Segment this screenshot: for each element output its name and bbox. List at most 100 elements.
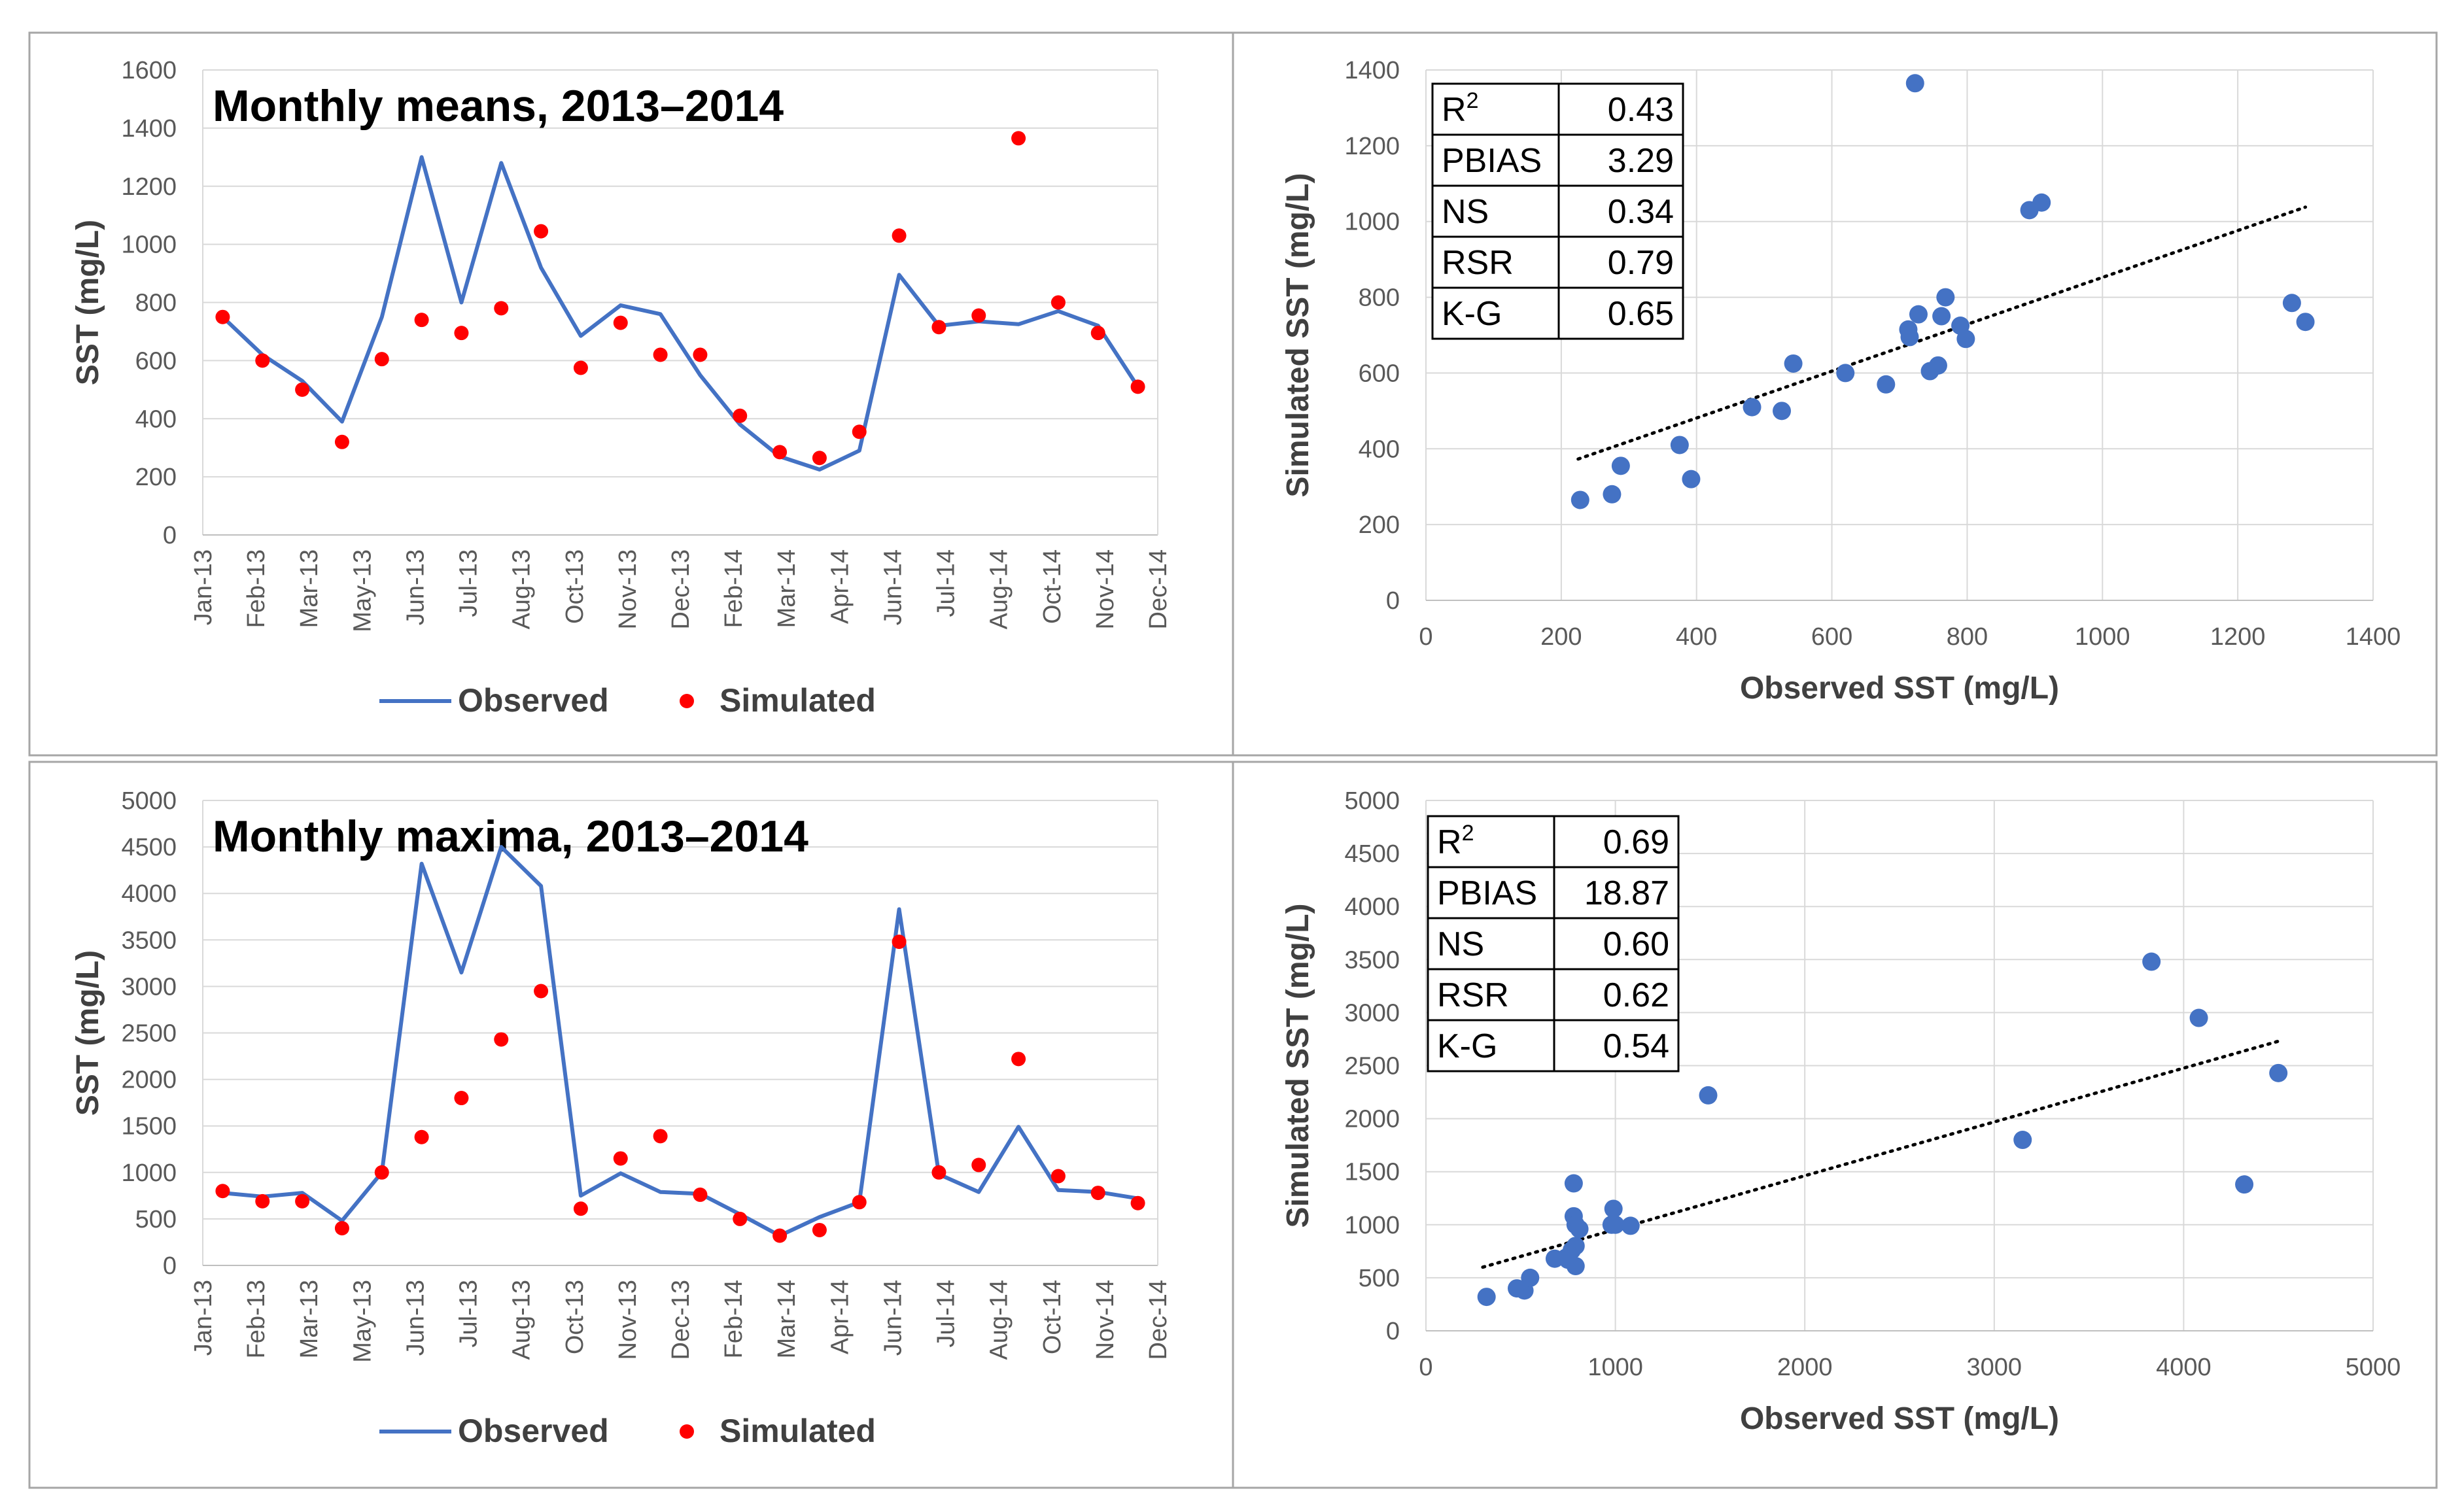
simulated-point: [534, 984, 549, 999]
y-tick-label: 0: [1386, 1318, 1400, 1345]
stat-value: 0.60: [1603, 925, 1669, 963]
simulated-point: [733, 1211, 748, 1226]
chart-monthly-maxima-timeseries: 0 500 1000 1500 2000 2500 3000 3500 4000 4500 5000…: [71, 787, 1172, 1449]
simulated-point: [454, 326, 469, 341]
stat-label: NS: [1442, 193, 1489, 231]
legend-simulated-marker: [680, 694, 694, 708]
y-axis-title: Simulated SST (mg/L): [1281, 173, 1315, 497]
legend-observed-label: Observed: [458, 1413, 609, 1449]
stat-value: 0.69: [1603, 823, 1669, 861]
x-tick-label: Jul-14: [933, 549, 960, 617]
simulated-point: [653, 347, 668, 362]
y-tick-label: 1500: [1344, 1159, 1400, 1186]
y-tick-label: 400: [1359, 436, 1400, 463]
simulated-point: [374, 352, 389, 367]
stat-label: K-G: [1437, 1027, 1497, 1065]
x-axis-title: Observed SST (mg/L): [1740, 1401, 2059, 1436]
trendline: [1481, 1039, 2280, 1269]
y-tick-label: 600: [135, 347, 177, 375]
stat-label: NS: [1437, 925, 1484, 963]
simulated-point: [772, 1228, 788, 1243]
y-tick-label: 2000: [121, 1067, 177, 1094]
scatter-point: [2189, 1008, 2208, 1027]
stat-value: 0.34: [1608, 193, 1674, 231]
scatter-point: [1699, 1086, 1718, 1105]
legend-simulated-marker: [680, 1424, 694, 1439]
stat-label: RSR: [1442, 244, 1514, 282]
y-tick-label: 3500: [1344, 946, 1400, 974]
simulated-point: [573, 360, 588, 375]
y-axis-title: Simulated SST (mg/L): [1281, 903, 1315, 1227]
x-tick-label: May-13: [349, 1280, 376, 1363]
simulated-point: [573, 1201, 588, 1216]
simulated-point: [613, 1151, 628, 1166]
y-tick-label: 500: [1359, 1265, 1400, 1292]
x-tick-label: Apr-14: [826, 549, 854, 624]
y-tick-label: 800: [1359, 284, 1400, 312]
simulated-point: [772, 445, 788, 460]
chart-title: Monthly means, 2013–2014: [213, 81, 784, 131]
x-tick-label: Dec-14: [1145, 1280, 1172, 1360]
stat-value: 0.79: [1608, 244, 1674, 282]
x-tick-label: Oct-13: [561, 1280, 589, 1354]
y-tick-label: 600: [1359, 360, 1400, 387]
scatter-point: [2032, 193, 2051, 212]
y-tick-label: 1500: [121, 1113, 177, 1141]
y-tick-label: 2500: [121, 1020, 177, 1048]
simulated-point: [255, 1193, 270, 1209]
y-tick-label: 3500: [121, 927, 177, 954]
simulated-point: [931, 1165, 946, 1180]
x-tick-label: Jul-13: [455, 1280, 483, 1348]
simulated-point: [1011, 131, 1026, 146]
y-tick-label: 400: [135, 405, 177, 433]
simulated-point: [295, 1193, 310, 1209]
y-tick-label: 1000: [121, 1159, 177, 1187]
scatter-point: [1932, 307, 1951, 326]
scatter-point: [1559, 1250, 1578, 1269]
scatter-point: [1836, 364, 1855, 383]
scatter-point: [2013, 1131, 2032, 1150]
x-tick-label: Feb-13: [243, 1280, 270, 1358]
x-tick-label: Jun-13: [402, 1280, 429, 1356]
simulated-point: [414, 313, 429, 328]
simulated-point: [1130, 379, 1145, 394]
scatter-point: [1682, 470, 1701, 489]
y-tick-label: 0: [163, 522, 177, 549]
x-tick-label: Feb-14: [720, 549, 748, 628]
simulated-point: [494, 1032, 509, 1047]
stat-label: PBIAS: [1442, 142, 1542, 180]
panel-border-top-right: [1232, 31, 2438, 757]
x-tick-label: Jan-13: [190, 549, 217, 625]
simulated-point: [892, 228, 907, 243]
y-tick-label: 800: [135, 290, 177, 317]
x-tick-label: Oct-14: [1039, 1280, 1066, 1354]
simulated-point: [653, 1129, 668, 1144]
stat-label: K-G: [1442, 295, 1502, 333]
x-tick-label: Jun-14: [879, 549, 907, 625]
y-tick-label: 200: [135, 464, 177, 491]
y-axis-title: SST (mg/L): [71, 950, 105, 1116]
scatter-point: [2235, 1175, 2254, 1194]
y-tick-label: 1400: [121, 115, 177, 143]
simulated-point: [812, 1222, 827, 1237]
x-tick-label: Jun-13: [402, 549, 429, 625]
x-tick-label: Mar-13: [296, 1280, 323, 1358]
chart-monthly-means-scatter: 0 200 400 600 800 1000 1200 1400 0 200 400 600 800 10…: [1281, 57, 2401, 706]
x-axis-title: Observed SST (mg/L): [1740, 671, 2059, 706]
scatter-point: [1621, 1216, 1640, 1235]
x-tick-label: 1400: [2346, 623, 2401, 651]
simulated-point: [534, 224, 549, 239]
x-tick-label: 5000: [2346, 1354, 2401, 1381]
x-tick-label: 400: [1676, 623, 1717, 651]
x-tick-label: 4000: [2156, 1354, 2212, 1381]
chart-title: Monthly maxima, 2013–2014: [213, 812, 808, 861]
simulated-point: [971, 308, 986, 323]
x-tick-label: Jul-14: [933, 1280, 960, 1348]
legend-observed-label: Observed: [458, 682, 609, 719]
simulated-point: [334, 1221, 349, 1236]
x-tick-label: 0: [1419, 623, 1432, 651]
y-tick-label: 5000: [1344, 787, 1400, 815]
simulated-point: [215, 1184, 230, 1199]
simulated-point: [733, 408, 748, 423]
chart-monthly-means-timeseries: 0 200 400 600 800 1000 1200 1400 1600 Jan-13 Feb-1…: [71, 57, 1172, 719]
